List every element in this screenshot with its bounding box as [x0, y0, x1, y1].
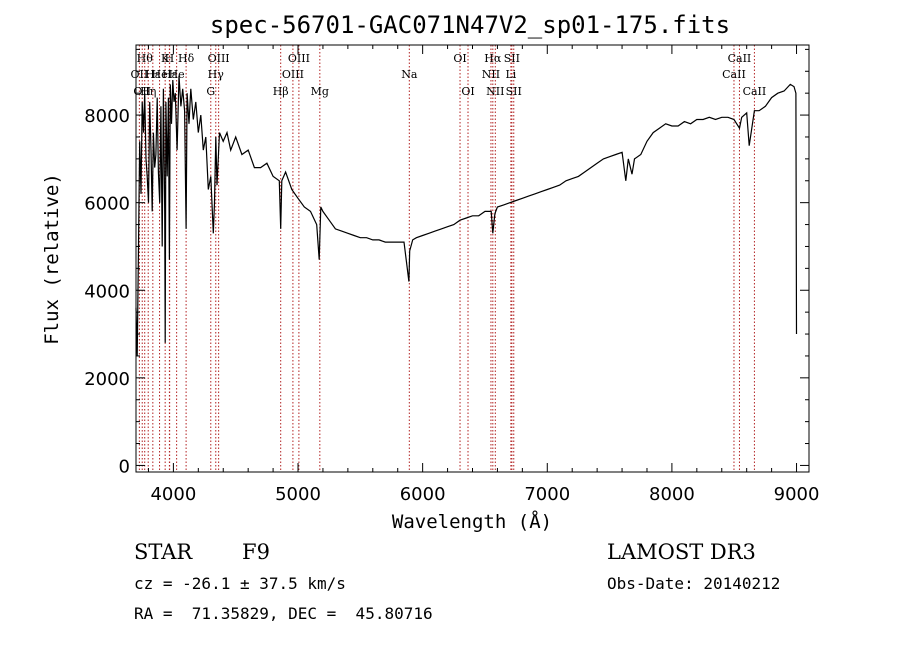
line-marker-label: Hη [140, 85, 156, 98]
line-marker-label: Hε [145, 68, 161, 81]
line-marker-label: Hβ [273, 85, 289, 98]
y-tick-label: 0 [119, 456, 130, 477]
spectral-line-markers [138, 45, 755, 472]
line-marker-label: Mg [311, 85, 329, 98]
line-marker-label: Hε [162, 68, 178, 81]
x-tick-label: 7000 [524, 484, 570, 505]
y-axis-label: Flux (relative) [41, 173, 63, 345]
line-marker-label: H [165, 52, 175, 65]
line-marker-label: NII [482, 68, 500, 81]
line-marker-label: OII [133, 85, 151, 98]
line-marker-label: Li [505, 68, 516, 81]
spectrum-line [135, 75, 798, 356]
x-tick-label: 6000 [400, 484, 446, 505]
line-marker-label: Hθ [137, 52, 154, 65]
line-marker-label: OI [453, 52, 466, 65]
subclass: F9 [242, 540, 270, 564]
line-marker-label: Hδ [178, 52, 195, 65]
y-tick-label: 4000 [84, 281, 130, 302]
x-tick-label: 9000 [774, 484, 820, 505]
line-marker-label: Na [401, 68, 418, 81]
sky-coordinates: RA = 71.35829, DEC = 45.80716 [134, 604, 433, 623]
redshift-cz: cz = -26.1 ± 37.5 km/s [134, 574, 346, 593]
line-marker-label: K [161, 52, 170, 65]
line-marker-label: Hα [484, 52, 502, 65]
line-marker-label: G [206, 85, 215, 98]
line-marker-label: OIII [208, 52, 230, 65]
line-marker-label: CaII [743, 85, 767, 98]
line-marker-label: He [152, 68, 168, 81]
y-axis-ticks: 0 2000 4000 6000 8000 [84, 48, 809, 477]
line-marker-label: NII [486, 85, 504, 98]
x-tick-label: 8000 [649, 484, 695, 505]
x-axis-label: Wavelength (Å) [392, 510, 552, 533]
y-tick-label: 8000 [84, 106, 130, 127]
object-class: STAR [134, 540, 193, 564]
line-marker-label: OIII [282, 68, 304, 81]
x-axis-ticks: 4000 5000 6000 7000 8000 9000 [147, 45, 820, 505]
line-marker-label: CaII [722, 68, 746, 81]
x-tick-label: 4000 [150, 484, 196, 505]
line-marker-label: OII [131, 68, 149, 81]
line-marker-label: CaII [728, 52, 752, 65]
line-marker-label: He [169, 68, 185, 81]
y-tick-label: 2000 [84, 369, 130, 390]
line-marker-label: SII [504, 52, 520, 65]
line-marker-label: OI [461, 85, 474, 98]
y-tick-label: 6000 [84, 194, 130, 215]
x-tick-label: 5000 [275, 484, 321, 505]
line-marker-label: SII [506, 85, 522, 98]
observation-date: Obs-Date: 20140212 [607, 574, 781, 593]
survey-label: LAMOST DR3 [607, 540, 756, 564]
plot-frame [135, 44, 810, 473]
line-marker-label: Hγ [208, 68, 225, 81]
line-marker-label: OIII [288, 52, 310, 65]
chart-title: spec-56701-GAC071N47V2_sp01-175.fits [210, 11, 730, 39]
spectral-line-labels: OIIOIIHθHηHεHeKHHεHeHδGHγOIIIHβOIIIOIIIM… [131, 52, 767, 98]
